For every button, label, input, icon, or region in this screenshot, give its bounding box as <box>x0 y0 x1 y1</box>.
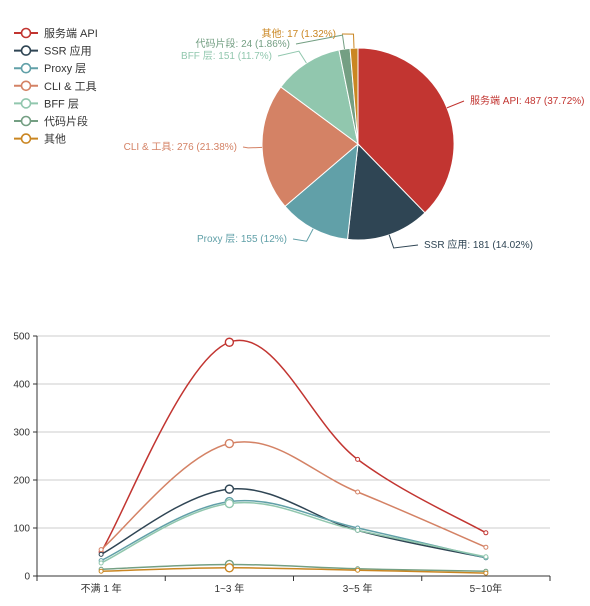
pie-slice-proxy-2[interactable] <box>284 142 359 240</box>
data-point[interactable] <box>224 498 235 509</box>
legend-label: 代码片段 <box>44 114 88 128</box>
series-line <box>101 563 486 572</box>
legend-circle-icon <box>20 115 32 127</box>
data-point[interactable] <box>483 544 489 550</box>
pie-label-leader <box>341 33 355 49</box>
data-point[interactable] <box>483 570 489 576</box>
y-tick-label: 200 <box>13 476 30 487</box>
legend-item-api-0[interactable]: 服务端 API <box>14 27 98 40</box>
pie-slice-label: 其他: 17 (1.32%) <box>262 27 336 40</box>
data-point[interactable] <box>355 489 361 495</box>
legend-item-proxy-2[interactable]: Proxy 层 <box>14 62 86 75</box>
pie-slice-bff-4[interactable] <box>280 49 359 146</box>
data-point[interactable] <box>98 560 104 566</box>
data-point[interactable] <box>224 563 235 573</box>
y-tick-label: 100 <box>13 524 30 535</box>
line-chart-series <box>98 337 489 576</box>
legend-item-item-6[interactable]: 其他 <box>14 133 66 146</box>
pie-slice-label: 服务端 API: 487 (37.72%) <box>470 94 585 107</box>
series-item-6[interactable] <box>98 563 489 576</box>
data-point[interactable] <box>483 554 489 560</box>
data-point[interactable] <box>98 547 104 553</box>
pie-label-leader <box>388 234 419 249</box>
line-chart-axes: 0 100 200 300 400 500 不满 1 年 1~3 年 3~5 年 5~10年 <box>13 332 551 595</box>
data-point[interactable] <box>355 456 361 462</box>
pie-label-leader <box>242 146 263 149</box>
legend-label: Proxy 层 <box>44 62 86 75</box>
x-tick-label: 3~5 年 <box>343 582 373 595</box>
data-point[interactable] <box>98 568 104 574</box>
pie-label-leader <box>446 100 465 109</box>
pie-slice-label: 代码片段: 24 (1.86%) <box>196 37 290 50</box>
legend-circle-icon <box>20 80 32 92</box>
legend-item-bff-4[interactable]: BFF 层 <box>14 97 79 110</box>
legend-circle-icon <box>20 133 32 144</box>
legend-label: 其他 <box>44 133 66 146</box>
data-point[interactable] <box>483 530 489 536</box>
pie-slice-label: Proxy 层: 155 (12%) <box>197 233 287 245</box>
pie-label-leader <box>292 228 314 242</box>
legend-label: CLI & 工具 <box>44 80 97 93</box>
series-line <box>100 501 487 564</box>
x-tick-label: 不满 1 年 <box>81 582 122 595</box>
pie-slice-ssr-1[interactable] <box>346 142 426 241</box>
series-line <box>100 339 487 553</box>
legend-circle-icon <box>20 62 32 74</box>
pie-chart: 服务端 API: 487 (37.72%) SSR 应用: 181 (14.02%… <box>124 27 585 251</box>
y-tick-label: 0 <box>24 572 30 583</box>
pie-slice-label: CLI & 工具: 276 (21.38%) <box>124 141 237 153</box>
pie-slice-label: SSR 应用: 181 (14.02%) <box>424 238 533 251</box>
legend-label: SSR 应用 <box>44 44 92 58</box>
data-point[interactable] <box>355 527 361 533</box>
y-tick-label: 300 <box>13 428 30 439</box>
x-tick-label: 1~3 年 <box>215 582 245 595</box>
pie-label-leader <box>277 50 307 64</box>
data-point[interactable] <box>355 567 361 573</box>
pie-label-leader <box>295 34 345 50</box>
legend-item-item-5[interactable]: 代码片段 <box>14 114 88 128</box>
data-point[interactable] <box>224 484 235 494</box>
legend-circle-icon <box>20 45 32 56</box>
legend-item-ssr-1[interactable]: SSR 应用 <box>14 44 92 58</box>
data-point[interactable] <box>224 438 235 449</box>
series-cli-3[interactable] <box>98 438 489 553</box>
series-bff-4[interactable] <box>98 498 489 566</box>
legend-label: BFF 层 <box>44 97 79 110</box>
legend-circle-icon <box>20 98 32 109</box>
x-tick-label: 5~10年 <box>470 582 503 595</box>
series-line <box>100 499 487 562</box>
series-line <box>100 488 487 559</box>
legend-item-cli-3[interactable]: CLI & 工具 <box>14 80 97 93</box>
y-tick-label: 400 <box>13 380 30 391</box>
pie-slice-label: BFF 层: 151 (11.7%) <box>181 50 272 62</box>
y-tick-label: 500 <box>13 332 30 343</box>
legend-label: 服务端 API <box>44 27 98 40</box>
series-api-0[interactable] <box>98 337 489 555</box>
series-proxy-2[interactable] <box>98 496 489 564</box>
line-chart-grid <box>37 335 550 529</box>
legend-circle-icon <box>20 27 32 39</box>
series-line <box>100 441 487 551</box>
series-line <box>101 567 486 574</box>
data-point[interactable] <box>224 337 235 347</box>
data-point[interactable] <box>98 551 104 557</box>
